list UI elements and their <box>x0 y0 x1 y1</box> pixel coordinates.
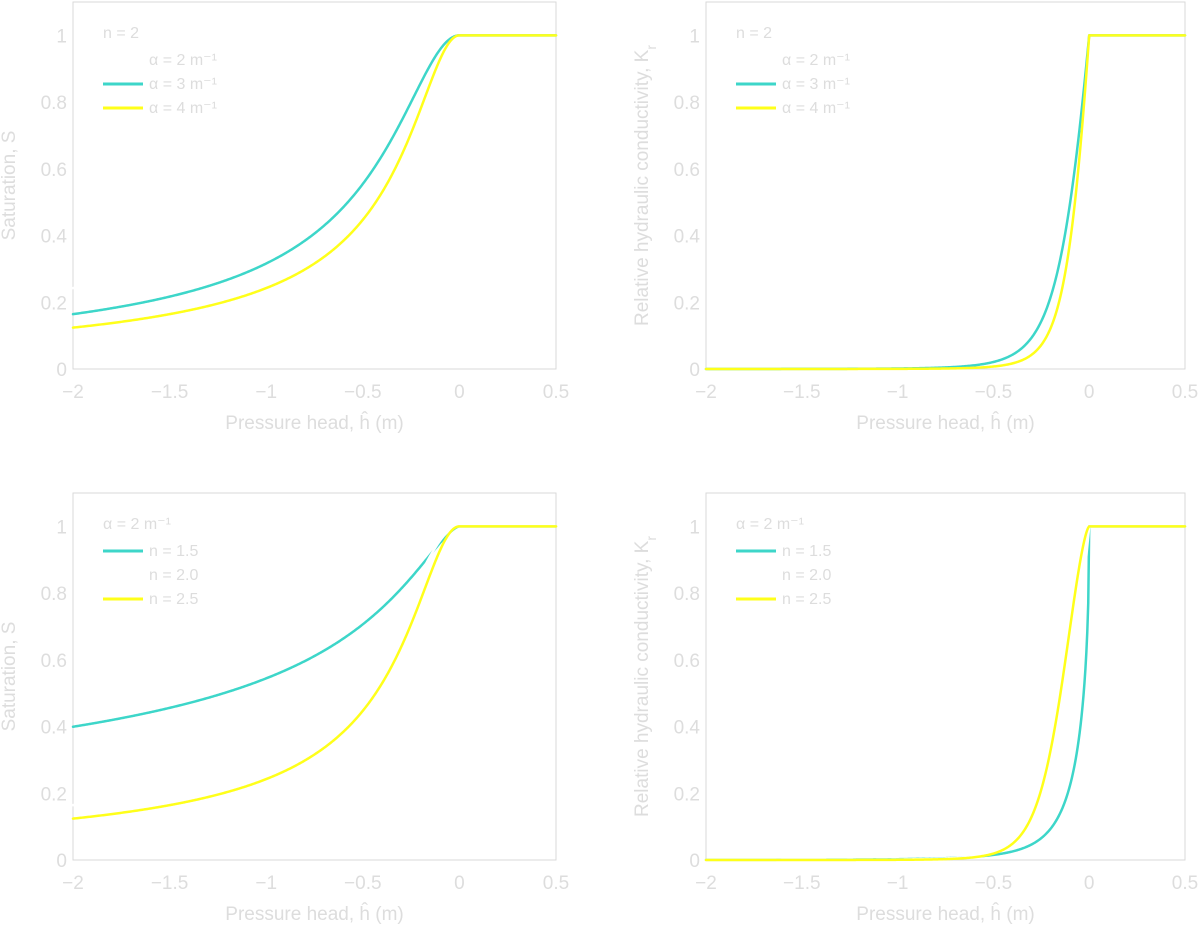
y-axis-label: Saturation, S <box>0 131 20 241</box>
x-tick-label: −0.5 <box>344 873 382 894</box>
y-tick-label: 0.2 <box>41 784 67 805</box>
y-tick-label: 0.4 <box>674 227 701 248</box>
y-tick-label: 0.6 <box>41 651 67 672</box>
y-tick-label: 0.2 <box>674 784 700 805</box>
y-tick-label: 0.4 <box>674 718 701 739</box>
y-tick-label: 1 <box>689 517 700 538</box>
legend-label: α = 4 m⁻¹ <box>149 100 217 117</box>
y-tick-label: 0 <box>56 360 67 381</box>
x-tick-label: 0 <box>1084 873 1095 894</box>
y-tick-label: 1 <box>56 26 67 47</box>
y-tick-label: 1 <box>56 517 67 538</box>
series-line-1 <box>71 34 558 290</box>
x-tick-label: 0 <box>454 873 465 894</box>
x-tick-label: −0.5 <box>975 873 1013 894</box>
series-line-3 <box>704 525 1187 862</box>
chart-panel-s-alpha: 0 0.2 0.4 0.6 0.8 1 −2 −1.5 −1 −0.5 0 0.5 Pressure h… <box>0 1 569 434</box>
y-tick-label: 0 <box>689 851 700 872</box>
legend-label: α = 3 m⁻¹ <box>782 76 850 93</box>
x-tick-label: −1.5 <box>151 382 189 403</box>
x-tick-label: −2 <box>62 873 84 894</box>
series-line-3 <box>71 525 558 820</box>
x-tick-label: 0.5 <box>1172 382 1198 403</box>
x-tick-label: −1 <box>887 873 909 894</box>
legend-label: n = 2.0 <box>782 567 831 584</box>
series-line-1 <box>704 525 1187 862</box>
legend-title: α = 2 m⁻¹ <box>736 516 804 533</box>
x-tick-label: −2 <box>695 382 717 403</box>
legend-label: α = 2 m⁻¹ <box>149 52 217 69</box>
y-tick-label: 0.4 <box>41 227 68 248</box>
x-tick-label: 0 <box>454 382 465 403</box>
x-tick-label: 0 <box>1084 382 1095 403</box>
y-tick-label: 0.2 <box>674 293 700 314</box>
x-tick-label: 0.5 <box>543 382 569 403</box>
legend-title: n = 2 <box>736 25 772 42</box>
y-tick-label: 0.8 <box>674 584 700 605</box>
x-tick-label: −1.5 <box>151 873 189 894</box>
legend-label: n = 2.5 <box>782 591 831 608</box>
y-tick-label: 0.6 <box>674 160 700 181</box>
chart-panel-k-n: 0 0.2 0.4 0.6 0.8 1 −2 −1.5 −1 −0.5 0 0.5 Pressure h… <box>632 492 1198 925</box>
legend-label: n = 1.5 <box>149 543 198 560</box>
x-axis-label: Pressure head, ĥ (m) <box>856 903 1034 925</box>
series-line-1 <box>71 525 558 728</box>
series-line-3 <box>71 34 558 329</box>
series-line-2 <box>704 525 1187 862</box>
x-tick-label: 0.5 <box>1172 873 1198 894</box>
x-tick-label: −1 <box>255 873 277 894</box>
x-tick-label: −1 <box>255 382 277 403</box>
y-axis-label: Saturation, S <box>0 622 20 732</box>
legend-label: α = 2 m⁻¹ <box>782 52 850 69</box>
legend-title: n = 2 <box>103 25 139 42</box>
x-tick-label: −0.5 <box>975 382 1013 403</box>
x-axis-label: Pressure head, ĥ (m) <box>225 903 403 925</box>
y-tick-label: 0 <box>689 360 700 381</box>
y-axis-label: Relative hydraulic conductivity, Kr <box>632 536 659 817</box>
x-tick-label: −0.5 <box>344 382 382 403</box>
x-tick-label: −1.5 <box>783 873 821 894</box>
y-tick-label: 0.4 <box>41 718 68 739</box>
y-tick-label: 1 <box>689 26 700 47</box>
chart-panel-s-n: 0 0.2 0.4 0.6 0.8 1 −2 −1.5 −1 −0.5 0 0.5 Pressure h… <box>0 492 569 925</box>
plot-frame <box>72 492 557 861</box>
y-tick-label: 0.2 <box>41 293 67 314</box>
legend-label: n = 2.5 <box>149 591 198 608</box>
series-line-2 <box>71 34 558 316</box>
x-tick-label: −1.5 <box>783 382 821 403</box>
x-tick-label: −2 <box>62 382 84 403</box>
legend-label: α = 4 m⁻¹ <box>782 100 850 117</box>
legend-label: n = 1.5 <box>782 543 831 560</box>
series-line-1 <box>704 34 1187 371</box>
x-tick-label: 0.5 <box>543 873 569 894</box>
chart-panel-k-alpha: 0 0.2 0.4 0.6 0.8 1 −2 −1.5 −1 −0.5 0 0.5 Pressure h… <box>632 1 1198 434</box>
series-line-2 <box>704 34 1187 371</box>
legend-label: α = 3 m⁻¹ <box>149 76 217 93</box>
plot-frame <box>72 1 557 370</box>
y-tick-label: 0.6 <box>674 651 700 672</box>
legend-label: n = 2.0 <box>149 567 198 584</box>
y-axis-label: Relative hydraulic conductivity, Kr <box>632 45 659 326</box>
series-line-3 <box>704 34 1187 371</box>
x-axis-label: Pressure head, ĥ (m) <box>856 412 1034 434</box>
x-axis-label: Pressure head, ĥ (m) <box>225 412 403 434</box>
y-tick-label: 0.8 <box>41 93 67 114</box>
series-line-2 <box>71 525 558 807</box>
x-tick-label: −2 <box>695 873 717 894</box>
y-tick-label: 0 <box>56 851 67 872</box>
y-tick-label: 0.6 <box>41 160 67 181</box>
y-tick-label: 0.8 <box>674 93 700 114</box>
legend-title: α = 2 m⁻¹ <box>103 516 171 533</box>
x-tick-label: −1 <box>887 382 909 403</box>
plot-frame <box>705 1 1186 370</box>
plot-frame <box>705 492 1186 861</box>
y-tick-label: 0.8 <box>41 584 67 605</box>
